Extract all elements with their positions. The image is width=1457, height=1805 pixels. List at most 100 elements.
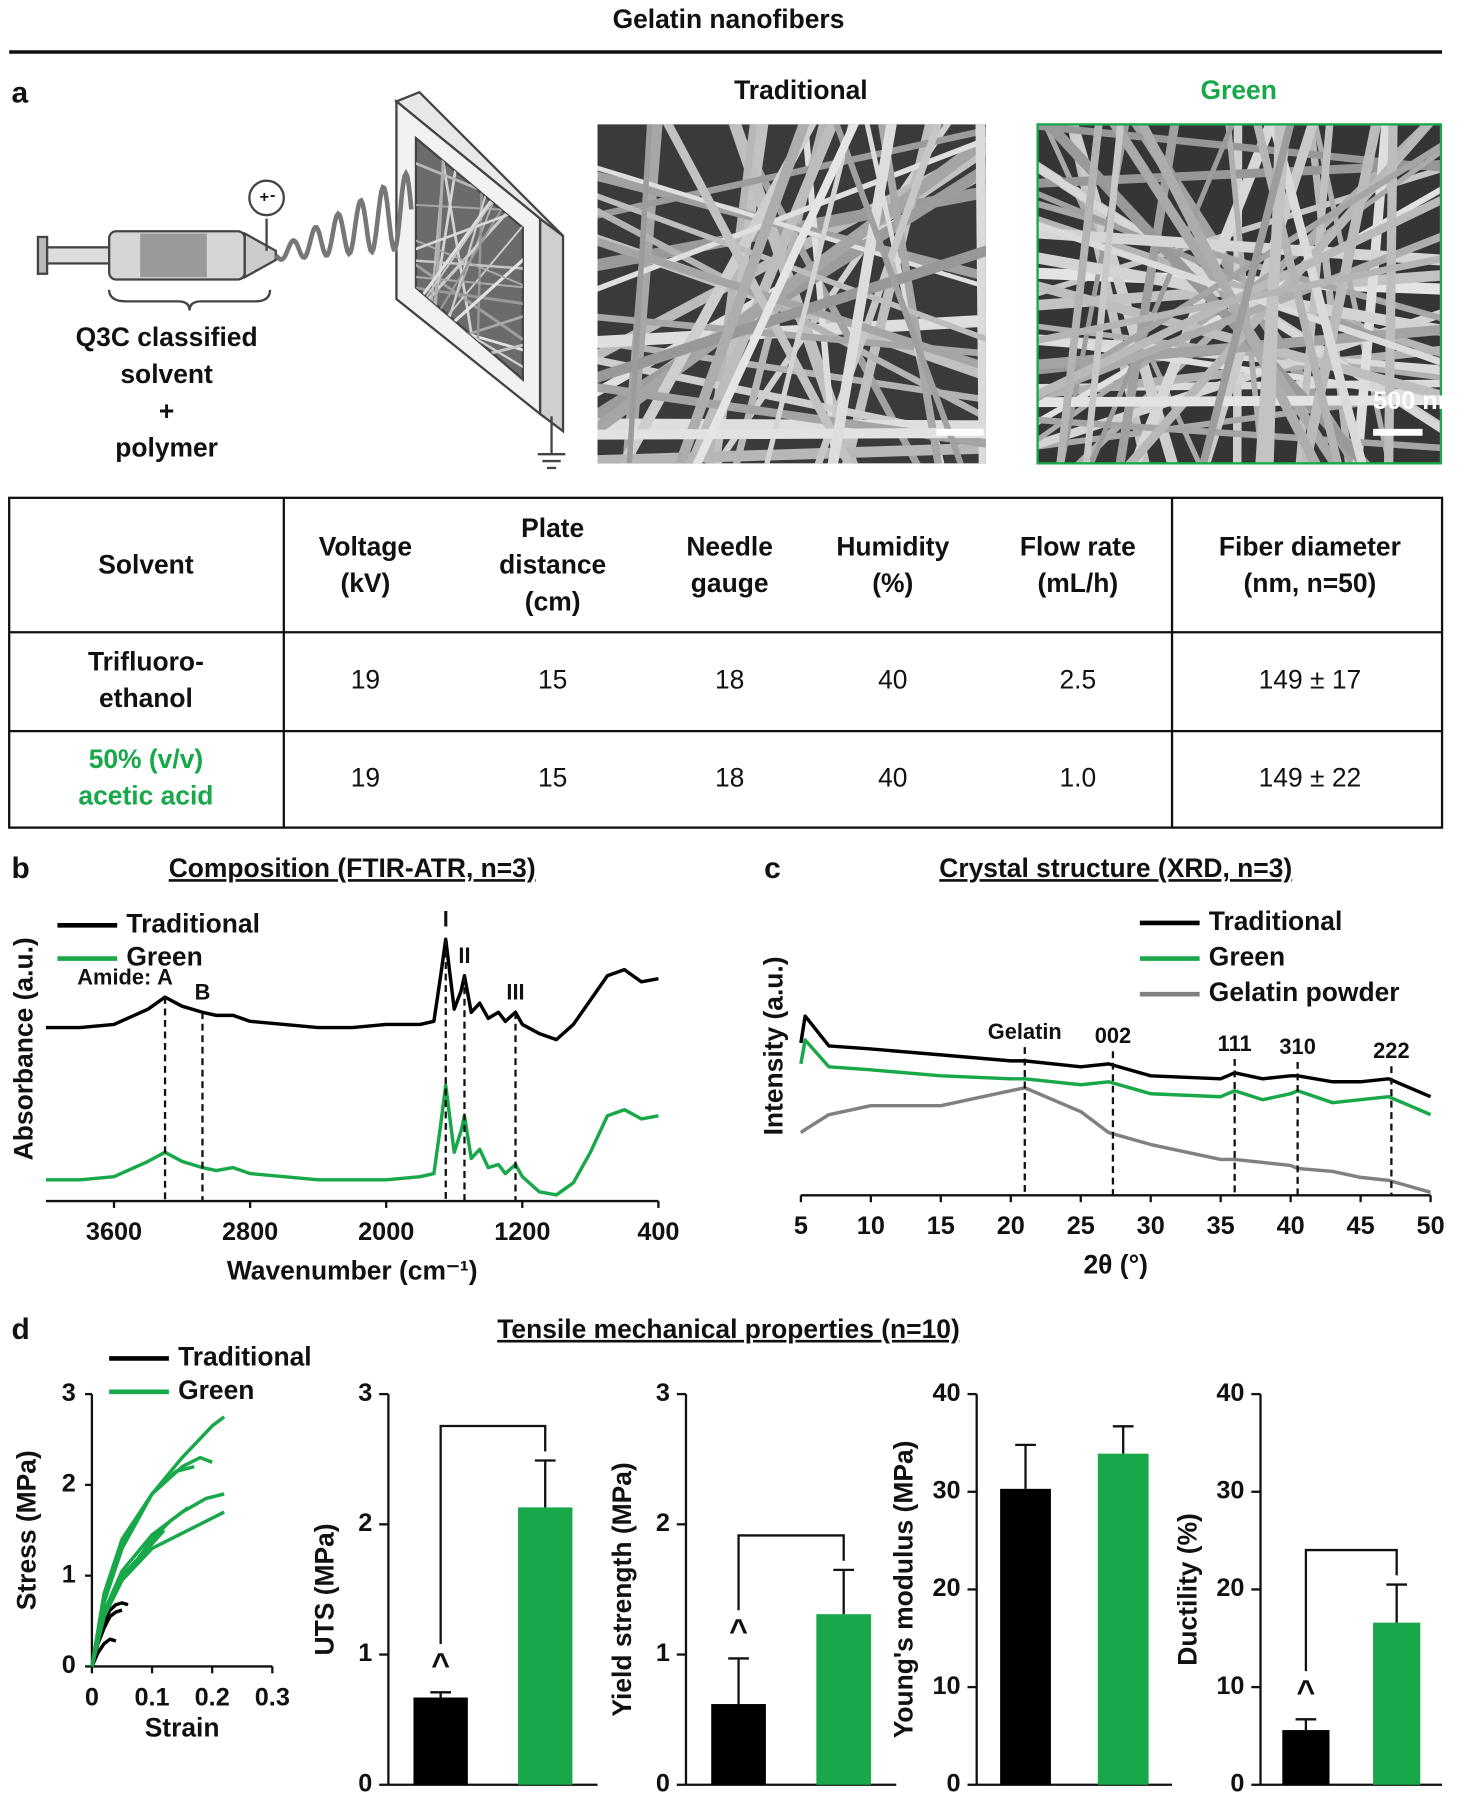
y-tick-label: 0 — [947, 1769, 961, 1797]
x-tick-label: 1200 — [494, 1218, 550, 1246]
plus-sign: + — [260, 188, 269, 206]
y-tick-label: 1 — [62, 1560, 76, 1588]
table-frame — [8, 496, 1444, 829]
fiber — [597, 136, 986, 292]
x-tick-label: 2000 — [358, 1218, 414, 1246]
y-tick-label: 10 — [1216, 1672, 1244, 1700]
series-line — [799, 1038, 1432, 1117]
table-header: Humidity — [836, 531, 949, 561]
panel-label: b — [11, 852, 29, 885]
x-tick-label: 20 — [997, 1212, 1025, 1240]
fiber — [597, 245, 986, 383]
fiber — [1253, 124, 1342, 464]
fiber — [1037, 416, 1441, 452]
fiber — [1037, 395, 1441, 408]
significance-bracket — [439, 1424, 547, 1645]
fiber — [1384, 124, 1398, 464]
fiber — [597, 237, 986, 371]
y-tick-label: 2 — [656, 1509, 670, 1537]
y-axis-label: UTS (MPa) — [309, 1523, 339, 1655]
significance-bracket — [737, 1534, 845, 1611]
fiber — [764, 124, 854, 464]
fiber — [878, 124, 943, 464]
x-tick-label: 0.1 — [134, 1683, 169, 1711]
schematic-label: polymer — [115, 433, 218, 463]
y-tick-label: 20 — [932, 1574, 960, 1602]
minus-sign: - — [270, 186, 275, 204]
bar — [1373, 1622, 1421, 1785]
x-axis-label: Wavenumber (cm⁻¹) — [227, 1255, 478, 1285]
fiber — [975, 124, 986, 464]
error-bar — [534, 1459, 556, 1508]
x-axis-label: Strain — [145, 1713, 220, 1743]
x-tick-label: 3600 — [86, 1218, 142, 1246]
y-axis-label: Stress (MPa) — [12, 1450, 42, 1610]
marker-label: B — [195, 980, 211, 1005]
y-tick-label: 0 — [62, 1651, 76, 1679]
x-tick-label: 50 — [1417, 1212, 1445, 1240]
legend-label: Green — [178, 1375, 254, 1405]
x-tick-label: 10 — [857, 1212, 885, 1240]
marker-label: II — [458, 943, 470, 968]
table-cell: 15 — [538, 762, 567, 792]
table-header: gauge — [691, 568, 769, 598]
table-header: Flow rate — [1020, 531, 1136, 561]
error-bar — [430, 1691, 452, 1698]
y-axis-label: Young's modulus (MPa) — [888, 1441, 918, 1739]
table-header: (nm, n=50) — [1244, 568, 1377, 598]
legend-label: Green — [126, 942, 202, 972]
bar — [711, 1704, 766, 1785]
table-cell: 40 — [878, 665, 907, 695]
series-line — [90, 1510, 225, 1667]
fiber — [1056, 124, 1103, 464]
series-line — [45, 937, 659, 1042]
table-cell: 50% (v/v) — [89, 744, 203, 774]
y-tick-label: 0 — [1230, 1769, 1244, 1797]
significance-mark: ^ — [1297, 1674, 1316, 1710]
error-bar — [833, 1568, 855, 1615]
table-cell: acetic acid — [78, 781, 213, 811]
table-cell: 18 — [715, 762, 744, 792]
legend-label: Traditional — [178, 1341, 312, 1371]
y-tick-label: 1 — [358, 1639, 372, 1667]
fiber — [1088, 124, 1235, 464]
fiber — [1300, 124, 1382, 464]
marker-label: III — [506, 980, 524, 1005]
y-tick-label: 10 — [932, 1672, 960, 1700]
y-axis-label: Intensity (a.u.) — [759, 956, 789, 1135]
marker-label: A — [157, 964, 173, 989]
section-title: Tensile mechanical properties (n=10) — [497, 1314, 960, 1344]
schematic-label: solvent — [120, 359, 213, 389]
error-bar — [1015, 1443, 1036, 1489]
significance-mark: ^ — [431, 1647, 450, 1683]
fiber — [1199, 124, 1295, 464]
error-bar — [1386, 1583, 1408, 1623]
table-cell: 40 — [878, 762, 907, 792]
x-tick-label: 15 — [927, 1212, 955, 1240]
x-tick-label: 40 — [1277, 1212, 1305, 1240]
x-tick-label: 2800 — [222, 1218, 278, 1246]
x-tick-label: 25 — [1067, 1212, 1095, 1240]
table-cell: 19 — [351, 762, 380, 792]
x-tick-label: 400 — [637, 1218, 679, 1246]
fiber — [1083, 124, 1125, 464]
table-cell: 19 — [351, 665, 380, 695]
fiber — [1037, 255, 1441, 344]
y-tick-label: 3 — [358, 1379, 372, 1407]
y-tick-label: 2 — [358, 1509, 372, 1537]
x-tick-label: 0.2 — [195, 1683, 230, 1711]
bar — [1097, 1453, 1149, 1785]
table-header: (mL/h) — [1037, 568, 1118, 598]
table-cell: 15 — [538, 665, 567, 695]
fiber — [415, 274, 523, 290]
legend-label: Gelatin powder — [1209, 977, 1400, 1007]
table-cell: 149 ± 22 — [1259, 762, 1362, 792]
significance-bracket — [1304, 1548, 1398, 1672]
y-tick-label: 0 — [656, 1769, 670, 1797]
fiber — [692, 124, 859, 464]
figure-title: Gelatin nanofibers — [613, 4, 845, 34]
marker-label: 310 — [1279, 1034, 1315, 1059]
series-line — [90, 1465, 195, 1667]
table-cell: ethanol — [99, 683, 193, 713]
